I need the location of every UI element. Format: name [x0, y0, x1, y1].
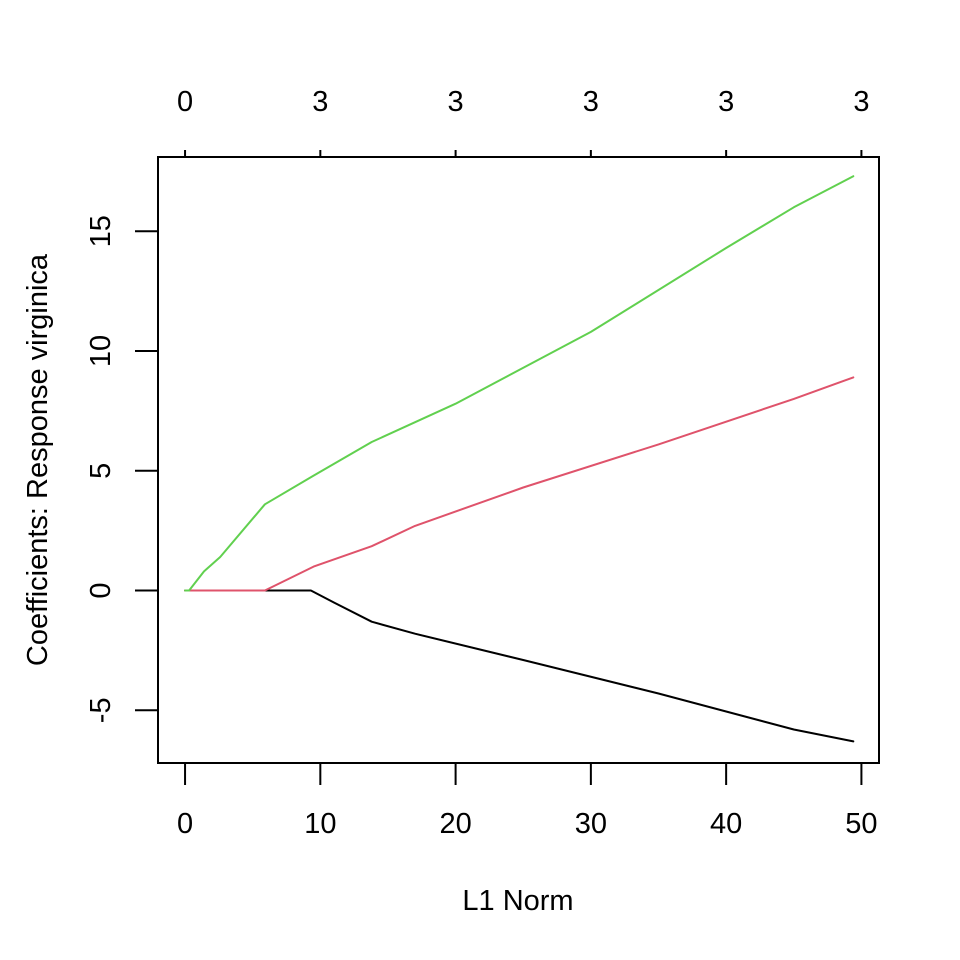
x-tick-label: 10 — [304, 808, 336, 840]
left-y-axis: -5 0 5 10 15 — [85, 215, 159, 723]
y-tick-label: 0 — [85, 582, 117, 598]
top-tick-label: 3 — [583, 86, 599, 118]
top-tick-label: 0 — [177, 86, 193, 118]
top-tick-label: 3 — [853, 86, 869, 118]
y-tick-label: 10 — [85, 335, 117, 367]
series-line-3 — [184, 175, 855, 592]
y-tick-label: -5 — [85, 697, 117, 723]
plot-frame — [157, 156, 880, 764]
y-axis-title: Coefficients: Response virginica — [22, 253, 54, 666]
x-tick-label: 40 — [710, 808, 742, 840]
top-count-axis: 0 3 3 3 3 3 — [177, 86, 869, 158]
top-tick-label: 3 — [312, 86, 328, 118]
series-line-2 — [184, 376, 855, 592]
x-tick-label: 30 — [575, 808, 607, 840]
bottom-x-axis: 0 10 20 30 40 50 — [177, 762, 878, 840]
x-axis-title: L1 Norm — [462, 885, 573, 917]
x-tick-label: 20 — [439, 808, 471, 840]
x-tick-label: 50 — [845, 808, 877, 840]
x-tick-label: 0 — [177, 808, 193, 840]
y-tick-label: 5 — [85, 463, 117, 479]
series-layer — [184, 175, 855, 743]
top-tick-label: 3 — [718, 86, 734, 118]
series-line-1 — [184, 589, 855, 743]
top-tick-label: 3 — [448, 86, 464, 118]
y-tick-label: 15 — [85, 215, 117, 247]
